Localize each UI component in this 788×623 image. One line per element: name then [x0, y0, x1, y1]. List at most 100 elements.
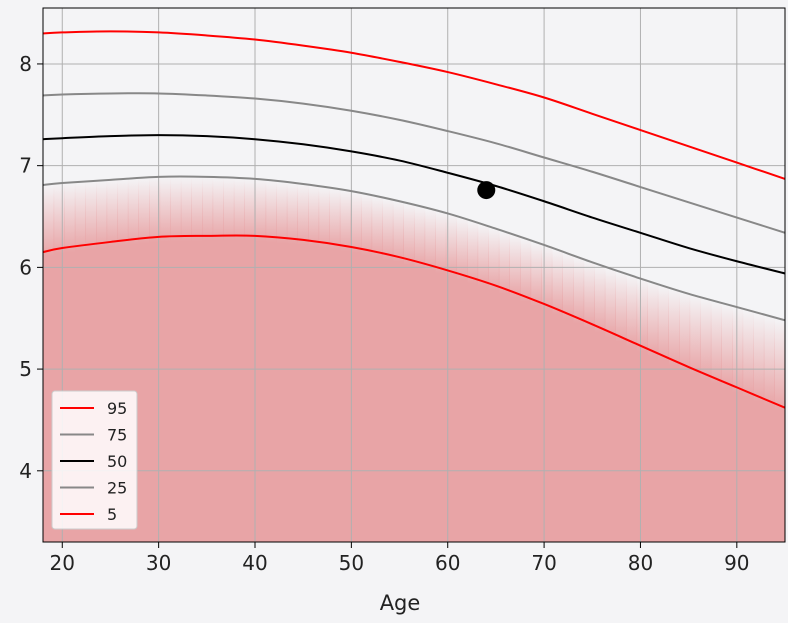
shade-strip	[96, 180, 108, 542]
shade-strip	[117, 179, 129, 542]
x-tick-label: 80	[628, 551, 653, 575]
shade-strip	[308, 185, 320, 542]
shade-strip	[74, 181, 86, 542]
shade-strip	[202, 176, 214, 542]
shade-strip	[424, 208, 436, 542]
y-tick-label: 7	[19, 154, 32, 178]
shade-strip	[732, 307, 744, 542]
shade-strip	[106, 179, 118, 542]
shade-strip	[604, 268, 616, 542]
shade-strip	[520, 238, 532, 542]
shade-strip	[594, 264, 606, 542]
x-tick-label: 20	[50, 551, 75, 575]
legend-label-95: 95	[107, 399, 127, 418]
shade-strip	[456, 217, 468, 542]
shade-strip	[753, 312, 765, 542]
series-line-25	[43, 175, 785, 322]
shade-strip	[127, 178, 139, 542]
shade-strip	[763, 315, 775, 542]
x-tick-label: 60	[435, 551, 460, 575]
shade-strip	[382, 198, 394, 542]
series-line-75	[43, 92, 785, 234]
shade-strip	[329, 188, 341, 542]
shade-strip	[318, 187, 330, 542]
legend: 95 75 50 25 5	[51, 390, 138, 530]
legend-label-75: 75	[107, 426, 127, 445]
x-tick-label: 70	[531, 551, 556, 575]
shade-strip	[445, 214, 457, 542]
patient-point	[477, 181, 496, 200]
series-line-50	[43, 134, 785, 275]
shade-strip	[700, 298, 712, 542]
shade-strip	[265, 180, 277, 542]
shade-strip	[679, 292, 691, 542]
shade-strip	[498, 231, 510, 542]
y-tick-label: 8	[19, 52, 32, 76]
y-tick-label: 4	[19, 459, 32, 483]
shade-strip	[53, 183, 65, 542]
x-tick-label: 50	[339, 551, 364, 575]
y-tick-label: 6	[19, 255, 32, 279]
shade-strip	[149, 177, 161, 542]
shade-strip	[339, 190, 351, 542]
shade-strip	[467, 221, 479, 542]
shade-strip	[477, 224, 489, 542]
shade-strip	[43, 184, 55, 542]
shade-strip	[742, 310, 754, 542]
shade-strip	[212, 177, 224, 542]
shade-strip	[64, 182, 76, 542]
shade-strip	[435, 211, 447, 542]
x-axis-ticks: 20 30 40 50 60 70 80 90	[50, 542, 750, 575]
x-tick-label: 40	[242, 551, 267, 575]
x-axis-label: Age	[380, 591, 421, 615]
shade-strip	[551, 249, 563, 542]
shade-strip	[562, 253, 574, 542]
shade-strip	[583, 261, 595, 542]
y-tick-label: 5	[19, 357, 32, 381]
shade-strip	[276, 181, 288, 542]
x-tick-label: 90	[724, 551, 749, 575]
shade-strip	[286, 182, 298, 542]
shade-strip	[85, 181, 97, 542]
data-point	[477, 181, 496, 200]
shade-strip	[138, 177, 150, 542]
shade-strip	[647, 282, 659, 542]
shade-strip	[361, 194, 373, 542]
shade-strip	[244, 178, 256, 542]
shade-strip	[657, 285, 669, 542]
shade-strip	[350, 192, 362, 542]
shade-strip	[170, 176, 182, 542]
x-tick-label: 30	[146, 551, 171, 575]
shade-strip	[774, 318, 785, 542]
shade-strip	[488, 227, 500, 542]
plot-frame	[42, 7, 786, 543]
shade-strip	[223, 177, 235, 542]
legend-label-50: 50	[107, 452, 127, 471]
shade-strip	[541, 245, 553, 542]
series-line-5	[43, 234, 785, 409]
legend-label-25: 25	[107, 479, 127, 498]
shade-strip	[668, 289, 680, 542]
percentile-lines	[43, 30, 785, 409]
shade-strip	[297, 183, 309, 542]
shade-strip	[255, 179, 267, 542]
shade-strip	[414, 206, 426, 542]
shade-strip	[180, 176, 192, 542]
legend-label-5: 5	[107, 505, 117, 524]
shade-strip	[615, 271, 627, 542]
shade-strip	[573, 257, 585, 542]
shade-strip	[636, 279, 648, 542]
shade-strip	[710, 301, 722, 542]
shade-strip	[159, 176, 171, 542]
shade-strip	[530, 242, 542, 542]
shade-strip	[191, 176, 203, 542]
shade-strip	[403, 203, 415, 542]
legend-box	[51, 390, 138, 530]
shade-strip	[689, 295, 701, 542]
shade-strip	[509, 235, 521, 542]
shade-strip	[721, 304, 733, 542]
shade-strip	[233, 178, 245, 542]
series-line-95	[43, 30, 785, 180]
